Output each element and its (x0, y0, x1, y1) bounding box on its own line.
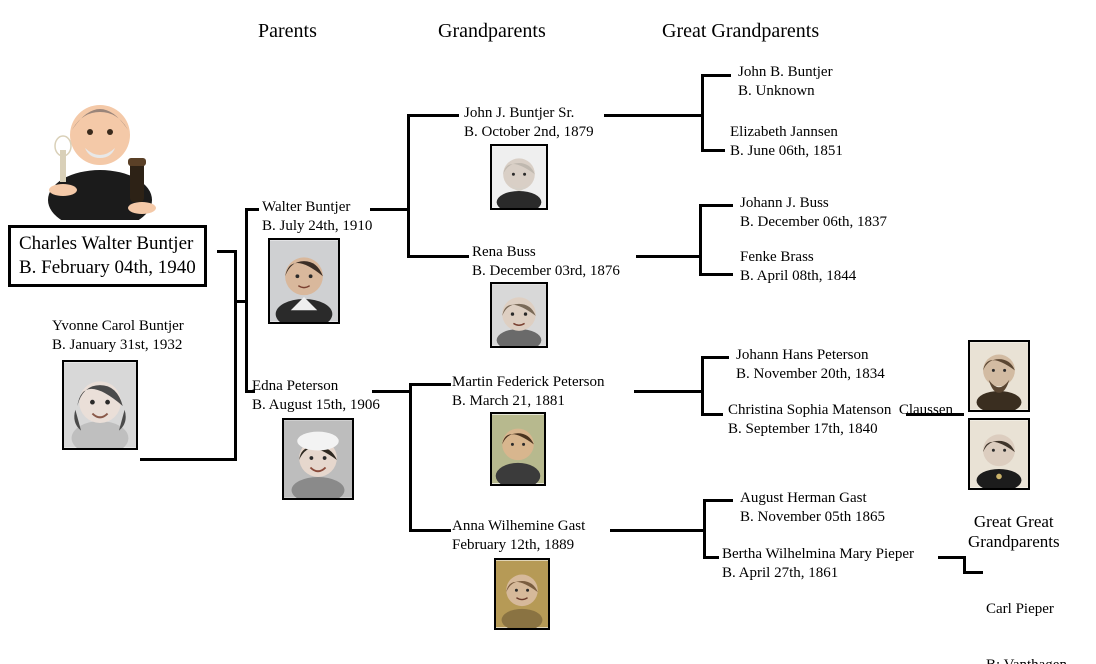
photo-pgm (490, 282, 548, 348)
photo-pgf (490, 144, 548, 210)
label-pgm-m: Fenke Brass B. April 08th, 1844 (740, 248, 856, 286)
heading-grandparents: Grandparents (438, 20, 546, 43)
photo-father (268, 238, 340, 324)
label-mgf-m: Christina Sophia Matenson Claussen B. Se… (728, 401, 953, 439)
label-mother: Edna Peterson B. August 15th, 1906 (252, 377, 380, 415)
heading-great-grandparents: Great Grandparents (662, 20, 819, 43)
label-pgm: Rena Buss B. December 03rd, 1876 (472, 243, 620, 281)
photo-subject (30, 80, 170, 220)
label-pgf-m: Elizabeth Jannsen B. June 06th, 1851 (730, 123, 843, 161)
label-pgf-f: John B. Buntjer B. Unknown (738, 63, 833, 101)
subject-birth: B. February 04th, 1940 (19, 256, 196, 280)
label-mgf-f: Johann Hans Peterson B. November 20th, 1… (736, 346, 885, 384)
photo-mother (282, 418, 354, 500)
photo-mgf-f (968, 340, 1030, 412)
photo-mgm (494, 558, 550, 630)
photo-spouse (62, 360, 138, 450)
heading-great-great-grandparents: Great Great Grandparents (968, 512, 1060, 553)
label-pgf: John J. Buntjer Sr. B. October 2nd, 1879 (464, 104, 594, 142)
label-spouse: Yvonne Carol Buntjer B. January 31st, 19… (52, 317, 184, 355)
photo-mgf (490, 412, 546, 486)
family-tree-canvas: Parents Grandparents Great Grandparents … (0, 0, 1096, 664)
subject-name: Charles Walter Buntjer (19, 232, 196, 256)
photo-mgf-m (968, 418, 1030, 490)
subject-box: Charles Walter Buntjer B. February 04th,… (8, 225, 207, 287)
label-mgf: Martin Federick Peterson B. March 21, 18… (452, 373, 604, 411)
label-mgm: Anna Wilhemine Gast February 12th, 1889 (452, 517, 585, 555)
label-father: Walter Buntjer B. July 24th, 1910 (262, 198, 372, 236)
label-mgm-f: August Herman Gast B. November 05th 1865 (740, 489, 885, 527)
label-mgm-m: Bertha Wilhelmina Mary Pieper B. April 2… (722, 545, 914, 583)
heading-parents: Parents (258, 20, 317, 43)
label-carl-pieper: Carl Pieper B: Vanthagen - Pommern - Ger… (986, 562, 1096, 664)
label-pgm-f: Johann J. Buss B. December 06th, 1837 (740, 194, 887, 232)
